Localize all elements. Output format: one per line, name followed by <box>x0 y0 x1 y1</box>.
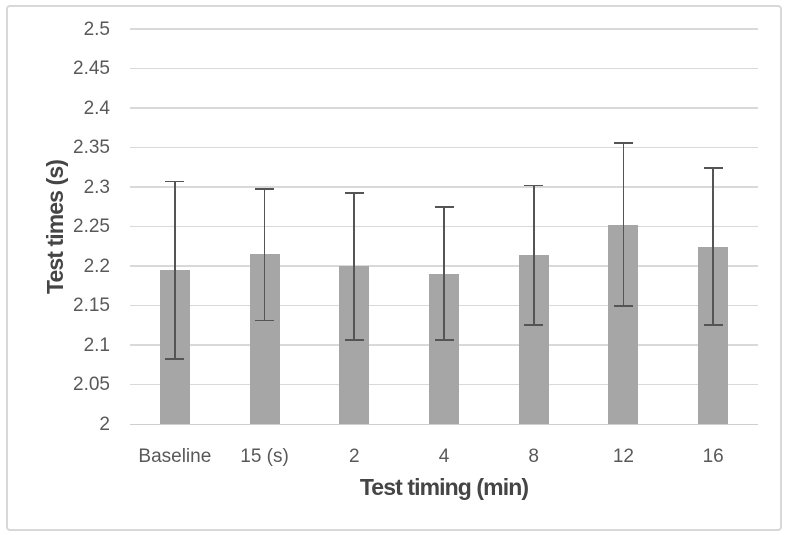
error-cap-bottom-4 <box>434 339 454 342</box>
y-tick-label-2.2: 2.2 <box>83 255 110 277</box>
error-cap-top-4 <box>434 205 454 208</box>
error-bar-line-16 <box>712 168 714 326</box>
error-bar-line-Baseline <box>174 181 176 360</box>
error-bar-line-8 <box>532 185 535 326</box>
x-tick-label-15 (s): 15 (s) <box>240 446 289 467</box>
error-cap-bottom-2 <box>344 339 364 342</box>
x-tick-label-2: 2 <box>348 446 360 467</box>
x-tick-label-12: 12 <box>612 446 634 467</box>
x-axis-title: Test timing (min) <box>359 474 529 500</box>
x-tick-label-4: 4 <box>438 446 450 467</box>
y-tick-label-2.4: 2.4 <box>83 97 110 119</box>
y-tick-label-2.45: 2.45 <box>73 58 110 79</box>
error-cap-top-8 <box>524 184 544 187</box>
error-bar-line-2 <box>353 193 356 341</box>
x-tick-label-16: 16 <box>702 446 724 467</box>
plot-area <box>130 28 758 425</box>
y-tick-label-2.5: 2.5 <box>83 18 110 40</box>
error-bar-line-15 (s) <box>263 189 266 321</box>
error-cap-top-2 <box>344 192 364 195</box>
error-cap-top-16 <box>703 167 723 169</box>
y-tick-label-2.05: 2.05 <box>73 374 110 395</box>
x-tick-label-Baseline: Baseline <box>138 446 212 467</box>
y-tick-label-2.1: 2.1 <box>83 334 110 356</box>
y-tick-label-2.15: 2.15 <box>73 295 110 316</box>
error-bar-line-4 <box>443 206 445 341</box>
error-cap-top-Baseline <box>165 180 185 183</box>
error-cap-top-15 (s) <box>255 188 275 191</box>
x-tick-label-8: 8 <box>528 446 539 467</box>
gridline-y-2.45 <box>130 67 758 70</box>
error-cap-bottom-Baseline <box>165 358 185 361</box>
y-tick-label-2.25: 2.25 <box>73 216 110 237</box>
error-bar-line-12 <box>622 142 625 307</box>
x-axis-line <box>130 423 758 425</box>
figure-border <box>6 5 782 531</box>
error-cap-top-12 <box>613 141 633 144</box>
gridline-y-2.4 <box>130 107 758 109</box>
error-cap-bottom-16 <box>703 324 723 327</box>
gridline-y-2.35 <box>130 146 758 149</box>
error-cap-bottom-15 (s) <box>255 319 275 322</box>
gridline-y-2.5 <box>130 28 758 30</box>
error-cap-bottom-8 <box>524 324 544 327</box>
gridline-y-2.3 <box>130 186 758 188</box>
y-tick-label-2: 2 <box>99 413 110 435</box>
error-cap-bottom-12 <box>613 305 633 308</box>
y-tick-label-2.3: 2.3 <box>83 176 110 198</box>
y-tick-label-2.35: 2.35 <box>73 137 110 158</box>
